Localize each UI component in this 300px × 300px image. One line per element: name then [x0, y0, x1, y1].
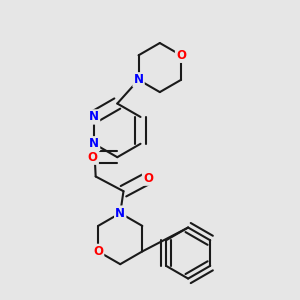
Text: O: O: [93, 245, 103, 258]
Text: N: N: [115, 207, 125, 220]
Text: O: O: [88, 151, 98, 164]
Text: N: N: [134, 73, 144, 86]
Text: O: O: [143, 172, 153, 184]
Text: N: N: [89, 110, 99, 124]
Text: O: O: [176, 49, 186, 62]
Text: N: N: [89, 137, 99, 150]
